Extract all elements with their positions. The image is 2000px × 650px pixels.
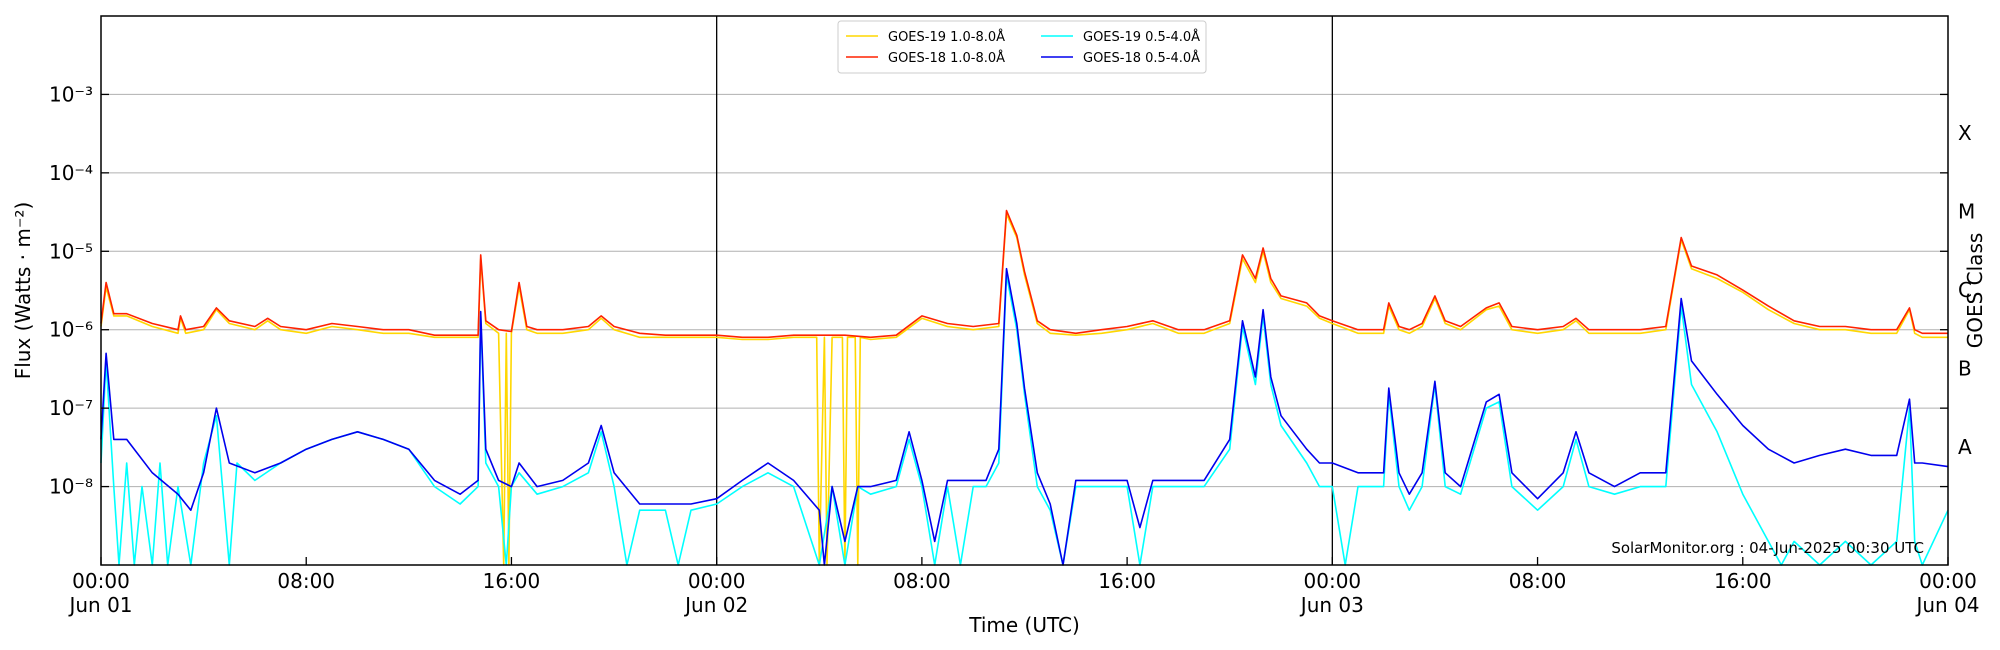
x-tick-label-5: 16:00 — [1098, 569, 1156, 593]
legend-label-3: GOES-18 0.5-4.0Å — [1083, 50, 1200, 66]
goes-class-label-a: A — [1958, 435, 1972, 459]
legend-label-2: GOES-19 0.5-4.0Å — [1083, 29, 1200, 45]
x-tick-label-2: 16:00 — [483, 569, 541, 593]
goes-class-axis-title: GOES Class — [1963, 233, 1987, 349]
legend-box — [837, 20, 1207, 74]
y-tick-label-4: 10⁻⁴ — [49, 161, 93, 185]
plot-frame — [100, 15, 1949, 566]
day-boundaries — [716, 16, 1333, 565]
y-tick-label-1: 10⁻⁷ — [49, 396, 93, 420]
series-line-3 — [100, 267, 1949, 566]
x-tick-label-0: 00:00 — [72, 569, 130, 593]
y-tick-label-2: 10⁻⁶ — [49, 318, 93, 342]
x-tick-label-8: 16:00 — [1714, 569, 1772, 593]
y-tick-label-5: 10⁻³ — [49, 82, 93, 106]
goes-class-labels: A B C M X — [1958, 121, 1975, 459]
series-line-1 — [100, 209, 1948, 339]
y-tick-label-3: 10⁻⁵ — [49, 239, 93, 263]
x-tick-date-9: Jun 04 — [1914, 593, 1979, 617]
y-axis-title: Flux (Watts · m⁻²) — [11, 202, 35, 380]
goes-class-label-c: C — [1958, 278, 1972, 302]
x-tick-label-4: 08:00 — [893, 569, 951, 593]
x-tick-label-3: 00:00 — [688, 569, 746, 593]
credit-text: SolarMonitor.org : 04-Jun-2025 00:30 UTC — [1611, 539, 1924, 557]
goes-class-label-m: M — [1958, 200, 1975, 224]
y-tick-label-0: 10⁻⁸ — [49, 475, 93, 499]
x-tick-label-7: 08:00 — [1509, 569, 1567, 593]
legend-label-0: GOES-19 1.0-8.0Å — [888, 29, 1005, 45]
goes-class-label-b: B — [1958, 357, 1972, 381]
legend: GOES-19 1.0-8.0Å GOES-18 1.0-8.0Å GOES-19 … — [837, 20, 1207, 74]
x-tick-label-6: 00:00 — [1304, 569, 1362, 593]
x-tick-date-6: Jun 03 — [1299, 593, 1364, 617]
series-line-0 — [100, 213, 1948, 566]
flux-series — [100, 209, 1949, 566]
x-tick-label-9: 00:00 — [1919, 569, 1977, 593]
x-tick-date-3: Jun 02 — [683, 593, 748, 617]
x-tick-date-0: Jun 01 — [67, 593, 132, 617]
x-axis-title: Time (UTC) — [968, 613, 1080, 637]
legend-label-1: GOES-18 1.0-8.0Å — [888, 50, 1005, 66]
goes-class-label-x: X — [1958, 121, 1972, 145]
y-axis-ticks: 10⁻⁸ 10⁻⁷ 10⁻⁶ 10⁻⁵ 10⁻⁴ 10⁻³ — [49, 82, 1948, 499]
x-tick-label-1: 08:00 — [277, 569, 335, 593]
